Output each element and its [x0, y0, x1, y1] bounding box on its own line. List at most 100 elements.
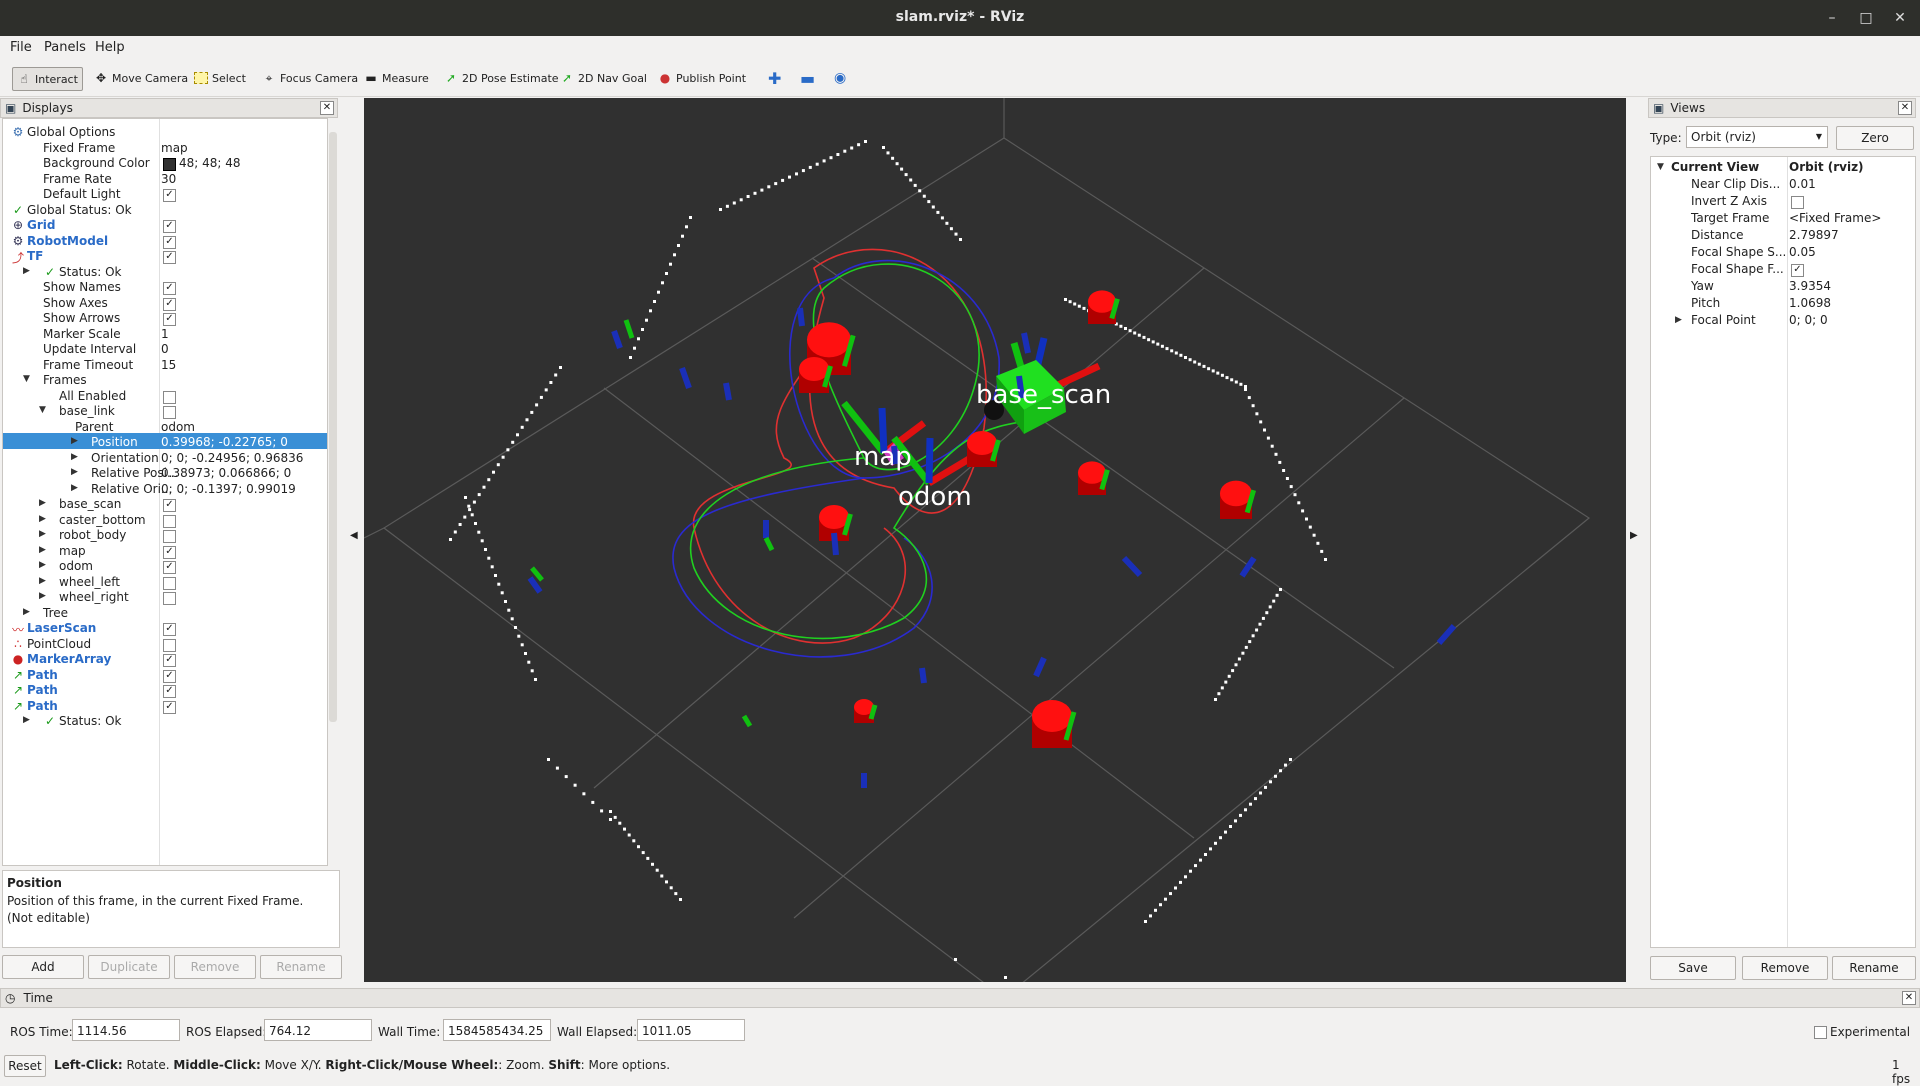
display-checkbox[interactable] — [163, 638, 176, 652]
display-row[interactable]: ↗ Path ✓ — [3, 666, 327, 683]
display-row[interactable]: Default Light ✓ — [3, 185, 327, 202]
chevron-right-icon[interactable]: ▶ — [23, 265, 30, 276]
nav-goal-tool[interactable]: ➚ 2D Nav Goal — [556, 67, 651, 89]
display-row[interactable]: ∴ PointCloud — [3, 635, 327, 652]
color-swatch[interactable] — [163, 158, 176, 171]
display-row[interactable]: Show Names ✓ — [3, 278, 327, 295]
display-row[interactable]: ↗ Path ✓ — [3, 697, 327, 714]
view-property-row[interactable]: Distance 2.79897 — [1651, 227, 1915, 244]
measure-tool[interactable]: ▬ Measure — [360, 67, 433, 89]
vertical-scrollbar[interactable] — [328, 118, 338, 864]
display-checkbox[interactable]: ✓ — [163, 282, 176, 295]
menu-file[interactable]: File — [10, 40, 32, 55]
chevron-right-icon[interactable]: ▶ — [39, 575, 46, 586]
view-type-select[interactable]: Orbit (rviz) ▼ — [1686, 126, 1828, 148]
menu-help[interactable]: Help — [95, 40, 125, 55]
display-checkbox[interactable] — [163, 514, 176, 528]
display-row[interactable]: ▶ odom ✓ — [3, 557, 327, 574]
display-row[interactable]: Fixed Frame map — [3, 139, 327, 155]
ros-time-field[interactable]: 1114.56 — [72, 1019, 180, 1041]
display-checkbox[interactable]: ✓ — [163, 297, 176, 311]
chevron-right-icon[interactable]: ▶ — [39, 513, 46, 524]
display-row[interactable]: ▶ Relative Posi... 0.38973; 0.066866; 0 — [3, 464, 327, 480]
chevron-right-icon[interactable]: ▶ — [1675, 315, 1682, 325]
display-checkbox[interactable]: ✓ — [163, 623, 176, 636]
view-checkbox[interactable] — [1791, 196, 1804, 209]
wall-elapsed-field[interactable]: 1011.05 — [637, 1019, 745, 1041]
view-checkbox[interactable]: ✓ — [1791, 264, 1804, 277]
display-row[interactable]: Show Axes ✓ — [3, 294, 327, 311]
display-checkbox[interactable]: ✓ — [163, 685, 176, 698]
view-property-row[interactable]: Target Frame <Fixed Frame> — [1651, 210, 1915, 227]
chevron-right-icon[interactable]: ▶ — [23, 606, 30, 617]
display-row[interactable]: ↗ Path ✓ — [3, 681, 327, 698]
displays-tree[interactable]: ⚙ Global Options Fixed Frame map Background … — [2, 118, 328, 866]
display-row-value[interactable]: 0 — [161, 342, 169, 356]
close-icon[interactable]: ✕ — [1902, 991, 1916, 1005]
view-property-row[interactable]: Near Clip Dis... 0.01 — [1651, 176, 1915, 193]
menu-panels[interactable]: Panels — [44, 40, 86, 55]
display-row[interactable]: ▶ ✓ Status: Ok — [3, 263, 327, 279]
display-checkbox[interactable]: ✓ — [163, 220, 176, 233]
display-row-value[interactable]: 15 — [161, 357, 177, 372]
display-checkbox[interactable]: ✓ — [163, 499, 176, 512]
display-row[interactable]: ▶ base_scan ✓ — [3, 495, 327, 512]
display-row[interactable]: Background Color 48; 48; 48 — [3, 154, 327, 171]
display-checkbox[interactable] — [163, 530, 176, 543]
chevron-down-icon[interactable]: ▼ — [39, 405, 46, 415]
display-checkbox[interactable]: ✓ — [163, 235, 176, 249]
chevron-right-icon[interactable]: ▶ — [71, 482, 78, 493]
chevron-right-icon[interactable]: ▶ — [71, 467, 78, 477]
remove-tool-button[interactable]: ▬ — [796, 67, 819, 89]
focus-camera-tool[interactable]: ⌖ Focus Camera — [258, 67, 362, 89]
close-icon[interactable]: ✕ — [1898, 101, 1912, 115]
display-row-value[interactable]: 30 — [161, 171, 177, 186]
collapse-left-icon[interactable]: ◀ — [350, 530, 358, 541]
scrollbar-thumb[interactable] — [329, 132, 337, 722]
collapse-right-icon[interactable]: ▶ — [1630, 530, 1638, 541]
chevron-right-icon[interactable]: ▶ — [39, 529, 46, 539]
display-row[interactable]: ▶ Relative Ori... 0; 0; -0.1397; 0.99019 — [3, 480, 327, 496]
view-property-row[interactable]: Invert Z Axis — [1651, 193, 1915, 210]
zero-button[interactable]: Zero — [1836, 126, 1914, 150]
duplicate-button[interactable]: Duplicate — [88, 955, 170, 979]
display-row[interactable]: ▶ wheel_right — [3, 588, 327, 605]
display-row[interactable]: ▼ Frames — [3, 371, 327, 387]
display-checkbox[interactable]: ✓ — [163, 189, 176, 202]
display-row[interactable]: Frame Rate 30 — [3, 170, 327, 186]
view-properties-tree[interactable]: ▼ Current View Orbit (rviz) Near Clip Dis..… — [1650, 156, 1916, 948]
display-checkbox[interactable]: ✓ — [163, 561, 176, 574]
wall-time-field[interactable]: 1584585434.25 — [443, 1019, 551, 1041]
chevron-right-icon[interactable]: ▶ — [39, 591, 46, 601]
display-row[interactable]: Marker Scale 1 — [3, 325, 327, 341]
reset-button[interactable]: Reset — [4, 1055, 46, 1077]
display-row[interactable]: ▶ Tree — [3, 604, 327, 620]
remove-button[interactable]: Remove — [174, 955, 256, 979]
view-property-row[interactable]: Focal Shape S... 0.05 — [1651, 244, 1915, 261]
chevron-right-icon[interactable]: ▶ — [39, 498, 46, 508]
close-icon[interactable]: ✕ — [1894, 10, 1906, 26]
display-row[interactable]: ⚙ Global Options — [3, 123, 327, 139]
display-row[interactable]: ▶ map ✓ — [3, 542, 327, 559]
chevron-right-icon[interactable]: ▶ — [71, 451, 78, 462]
view-property-row[interactable]: Yaw 3.9354 — [1651, 278, 1915, 295]
display-checkbox[interactable] — [163, 390, 176, 404]
display-checkbox[interactable]: ✓ — [163, 313, 176, 326]
maximize-icon[interactable]: □ — [1859, 10, 1873, 26]
experimental-checkbox[interactable] — [1814, 1026, 1827, 1039]
display-row[interactable]: ▶ wheel_left — [3, 573, 327, 590]
display-row[interactable]: ⤴ TF ✓ — [3, 247, 327, 265]
ros-elapsed-field[interactable]: 764.12 — [264, 1019, 372, 1041]
display-row[interactable]: Frame Timeout 15 — [3, 356, 327, 372]
display-row[interactable]: ⊕ Grid ✓ — [3, 216, 327, 233]
display-row[interactable]: Show Arrows ✓ — [3, 309, 327, 326]
display-row[interactable]: ▼ base_link — [3, 402, 327, 419]
view-property-row[interactable]: ▶ Focal Point 0; 0; 0 — [1651, 312, 1915, 329]
display-row[interactable]: ⚙ RobotModel ✓ — [3, 232, 327, 249]
interact-tool[interactable]: ☝ Interact — [12, 67, 83, 91]
display-row[interactable]: ▶ robot_body — [3, 526, 327, 543]
view-property-row[interactable]: Focal Shape F... ✓ — [1651, 261, 1915, 278]
display-row[interactable]: ▶ Position 0.39968; -0.22765; 0 — [3, 433, 327, 449]
chevron-right-icon[interactable]: ▶ — [39, 560, 46, 570]
chevron-right-icon[interactable]: ▶ — [71, 436, 78, 446]
